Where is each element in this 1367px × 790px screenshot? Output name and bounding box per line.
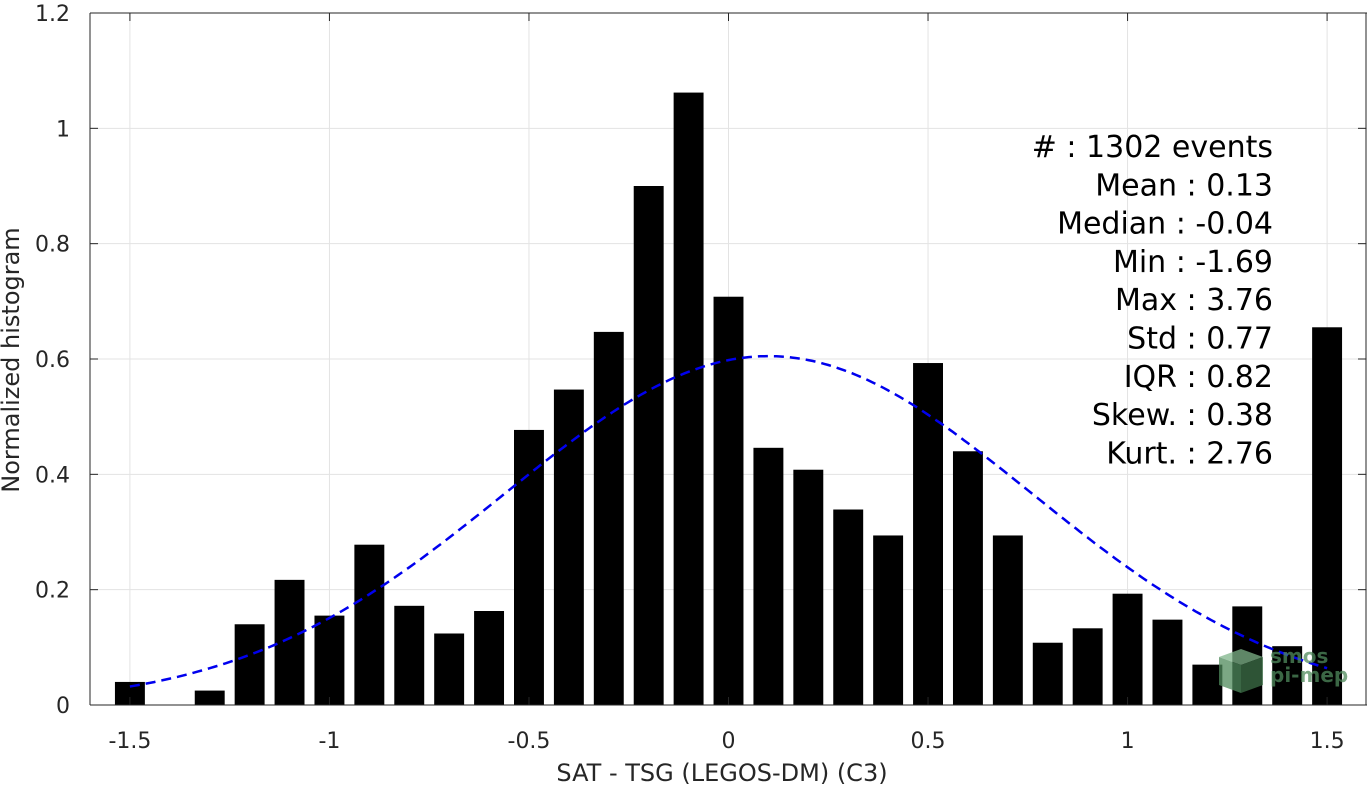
- stats-line: Std : 0.77: [1127, 322, 1273, 357]
- y-tick-label: 0.6: [35, 348, 70, 373]
- histogram-bar: [873, 535, 904, 705]
- stats-line: # : 1302 events: [1032, 130, 1273, 165]
- x-tick-label: -1: [318, 729, 340, 754]
- logo-text-line2: pi-mep: [1270, 663, 1349, 687]
- gaussian-fit-line: [129, 354, 1328, 688]
- y-axis-label: Normalized histogram: [0, 227, 25, 492]
- histogram-bar: [713, 296, 744, 705]
- y-tick-label: 1: [56, 117, 70, 142]
- y-tick-label: 0.2: [35, 579, 70, 604]
- histogram-bar: [673, 92, 704, 705]
- histogram-bar: [474, 611, 505, 705]
- stats-line: Max : 3.76: [1115, 283, 1273, 318]
- y-tick-label: 0: [56, 694, 70, 719]
- histogram-bar: [593, 331, 624, 705]
- x-tick-label: 0: [722, 729, 736, 754]
- x-axis-label: SAT - TSG (LEGOS-DM) (C3): [556, 759, 887, 785]
- histogram-bar: [274, 579, 305, 705]
- y-tick-label: 0.8: [35, 233, 70, 258]
- x-tick-label: 0.5: [911, 729, 946, 754]
- histogram-bars: [114, 92, 1343, 705]
- gaussian-fit: [129, 354, 1328, 688]
- histogram-bar: [1152, 619, 1183, 705]
- stats-line: Skew. : 0.38: [1092, 398, 1273, 433]
- histogram-bar: [354, 544, 385, 705]
- histogram-bar: [1192, 664, 1223, 705]
- histogram-bar: [553, 389, 584, 705]
- logo-text: smos pi-mep: [1270, 644, 1349, 687]
- histogram-bar: [992, 535, 1023, 705]
- histogram-bar: [753, 447, 784, 705]
- histogram-bar: [1032, 642, 1063, 705]
- histogram-bar: [394, 605, 425, 705]
- histogram-bar: [1312, 327, 1343, 705]
- histogram-bar: [514, 429, 544, 705]
- histogram-bar: [434, 633, 465, 705]
- histogram-bar: [194, 690, 225, 705]
- histogram-bar: [793, 469, 824, 705]
- x-tick-label: 1.5: [1310, 729, 1345, 754]
- histogram-bar: [633, 186, 664, 705]
- y-tick-label: 1.2: [35, 2, 70, 27]
- stats-line: Min : -1.69: [1113, 245, 1273, 280]
- histogram-bar: [234, 624, 265, 705]
- stats-line: Mean : 0.13: [1095, 168, 1273, 203]
- x-tick-label: -0.5: [508, 729, 551, 754]
- logo-text-line1: smos: [1270, 644, 1329, 668]
- histogram-bar: [833, 509, 864, 705]
- smos-pimep-logo: smos pi-mep: [1215, 643, 1355, 695]
- x-tick-label: 1: [1121, 729, 1135, 754]
- stats-line: Median : -0.04: [1057, 207, 1273, 242]
- x-tick-label: -1.5: [108, 729, 151, 754]
- logo-cube-icon: [1219, 649, 1263, 693]
- histogram-bar: [114, 681, 145, 705]
- histogram-bar: [1072, 628, 1103, 705]
- histogram-bar: [314, 615, 345, 705]
- stats-line: IQR : 0.82: [1124, 360, 1273, 395]
- stats-line: Kurt. : 2.76: [1106, 436, 1273, 471]
- histogram-bar: [1112, 593, 1143, 705]
- y-tick-label: 0.4: [35, 463, 70, 488]
- histogram-bar: [952, 451, 983, 705]
- tick-labels: -1.5 -1 -0.5 0 0.5 1 1.5 0 0.2 0.4 0.6 0.8 1 1.2: [35, 2, 1366, 754]
